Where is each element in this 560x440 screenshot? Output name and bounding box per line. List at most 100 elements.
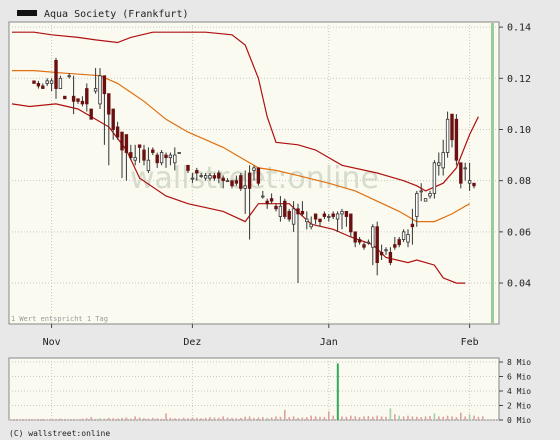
volume-bar	[121, 417, 123, 420]
volume-bar	[15, 418, 18, 420]
candle-body	[58, 77, 63, 89]
candle-body	[353, 231, 357, 243]
volume-bar	[33, 419, 35, 421]
candle-body	[137, 144, 142, 148]
volume-bar	[24, 419, 26, 421]
volume-bar	[345, 416, 348, 420]
candle-body	[274, 205, 278, 210]
volume-bar	[367, 416, 370, 420]
candle	[45, 78, 49, 86]
volume-bar	[90, 417, 92, 420]
volume-bar	[182, 417, 185, 420]
candle	[111, 108, 115, 140]
volume-bar	[398, 415, 400, 420]
candle-body	[133, 157, 137, 161]
candle-body	[428, 193, 432, 197]
candle	[454, 114, 459, 166]
volume-bar	[341, 416, 343, 420]
candle	[415, 190, 419, 227]
candle	[265, 198, 269, 209]
candle-body	[283, 200, 287, 217]
candle-body	[388, 251, 393, 263]
candle	[459, 162, 463, 189]
candle-body	[203, 175, 208, 179]
candle-body	[305, 218, 309, 223]
candle	[41, 83, 45, 89]
candle	[450, 113, 454, 148]
volume-bar	[319, 416, 321, 420]
candle	[353, 231, 357, 248]
candle-body	[208, 175, 212, 179]
volume-bar	[468, 414, 471, 420]
volume-bar	[187, 418, 189, 420]
candle-body	[384, 249, 388, 252]
time-x-axis: Nov Dez Jan Feb	[43, 324, 479, 348]
candle	[366, 239, 371, 245]
candle	[32, 80, 36, 84]
candle-body	[32, 80, 36, 84]
candle	[107, 93, 111, 166]
candle	[437, 152, 441, 176]
chart-title: Aqua Society (Frankfurt)	[44, 9, 189, 20]
candle	[230, 180, 234, 189]
volume-bar	[200, 418, 202, 420]
volume-bar	[253, 417, 255, 420]
volume-bar	[94, 418, 97, 420]
candle-body	[362, 244, 366, 248]
candle-body	[212, 175, 217, 179]
candle	[89, 108, 93, 120]
candle-body	[98, 75, 102, 105]
y-tick-label: 0.08	[507, 176, 531, 187]
candle	[36, 80, 41, 89]
candle	[305, 211, 309, 230]
volume-bar	[279, 416, 282, 420]
candle	[80, 96, 85, 107]
candle-body	[410, 223, 415, 228]
volume-bar	[380, 416, 383, 420]
candle-body	[225, 180, 230, 183]
volume-tick-label: 6 Mio	[507, 373, 531, 382]
candle	[344, 210, 349, 227]
candle	[331, 211, 335, 220]
candle	[309, 216, 313, 230]
candle-body	[164, 154, 168, 159]
candle	[159, 149, 164, 166]
candle	[247, 165, 252, 240]
volume-tick-label: 0 Mio	[507, 416, 531, 425]
volume-bar	[130, 418, 132, 420]
volume-bar	[174, 418, 176, 420]
candle	[322, 211, 327, 220]
volume-bar	[389, 408, 392, 420]
volume-tick-label: 8 Mio	[507, 358, 531, 367]
volume-bar	[275, 416, 277, 420]
candle-body	[331, 213, 335, 217]
candle	[85, 83, 89, 112]
candle-body	[349, 213, 353, 233]
volume-bar	[152, 417, 154, 420]
candle-body	[459, 162, 463, 184]
candle	[256, 167, 261, 186]
volume-bar	[438, 416, 440, 420]
volume-bar	[328, 411, 330, 420]
candle-body	[146, 159, 151, 171]
candle	[195, 167, 199, 181]
candle-body	[217, 172, 221, 179]
candle-body	[437, 162, 441, 166]
bollinger-lower-line	[11, 103, 466, 284]
candle-body	[467, 180, 472, 184]
candle	[98, 68, 102, 110]
candle-body	[287, 210, 291, 220]
volume-bar	[64, 418, 66, 420]
candle	[120, 131, 124, 179]
y-tick-label: 0.06	[507, 227, 531, 238]
candle-body	[256, 167, 261, 184]
volume-bar	[385, 416, 387, 420]
x-tick-label: Nov	[43, 337, 61, 348]
title-legend-swatch	[17, 10, 37, 16]
candle-body	[371, 226, 375, 248]
volume-bar	[446, 415, 449, 420]
candle	[124, 134, 129, 181]
candle	[463, 162, 467, 181]
candle	[115, 121, 120, 140]
candle	[410, 208, 415, 245]
